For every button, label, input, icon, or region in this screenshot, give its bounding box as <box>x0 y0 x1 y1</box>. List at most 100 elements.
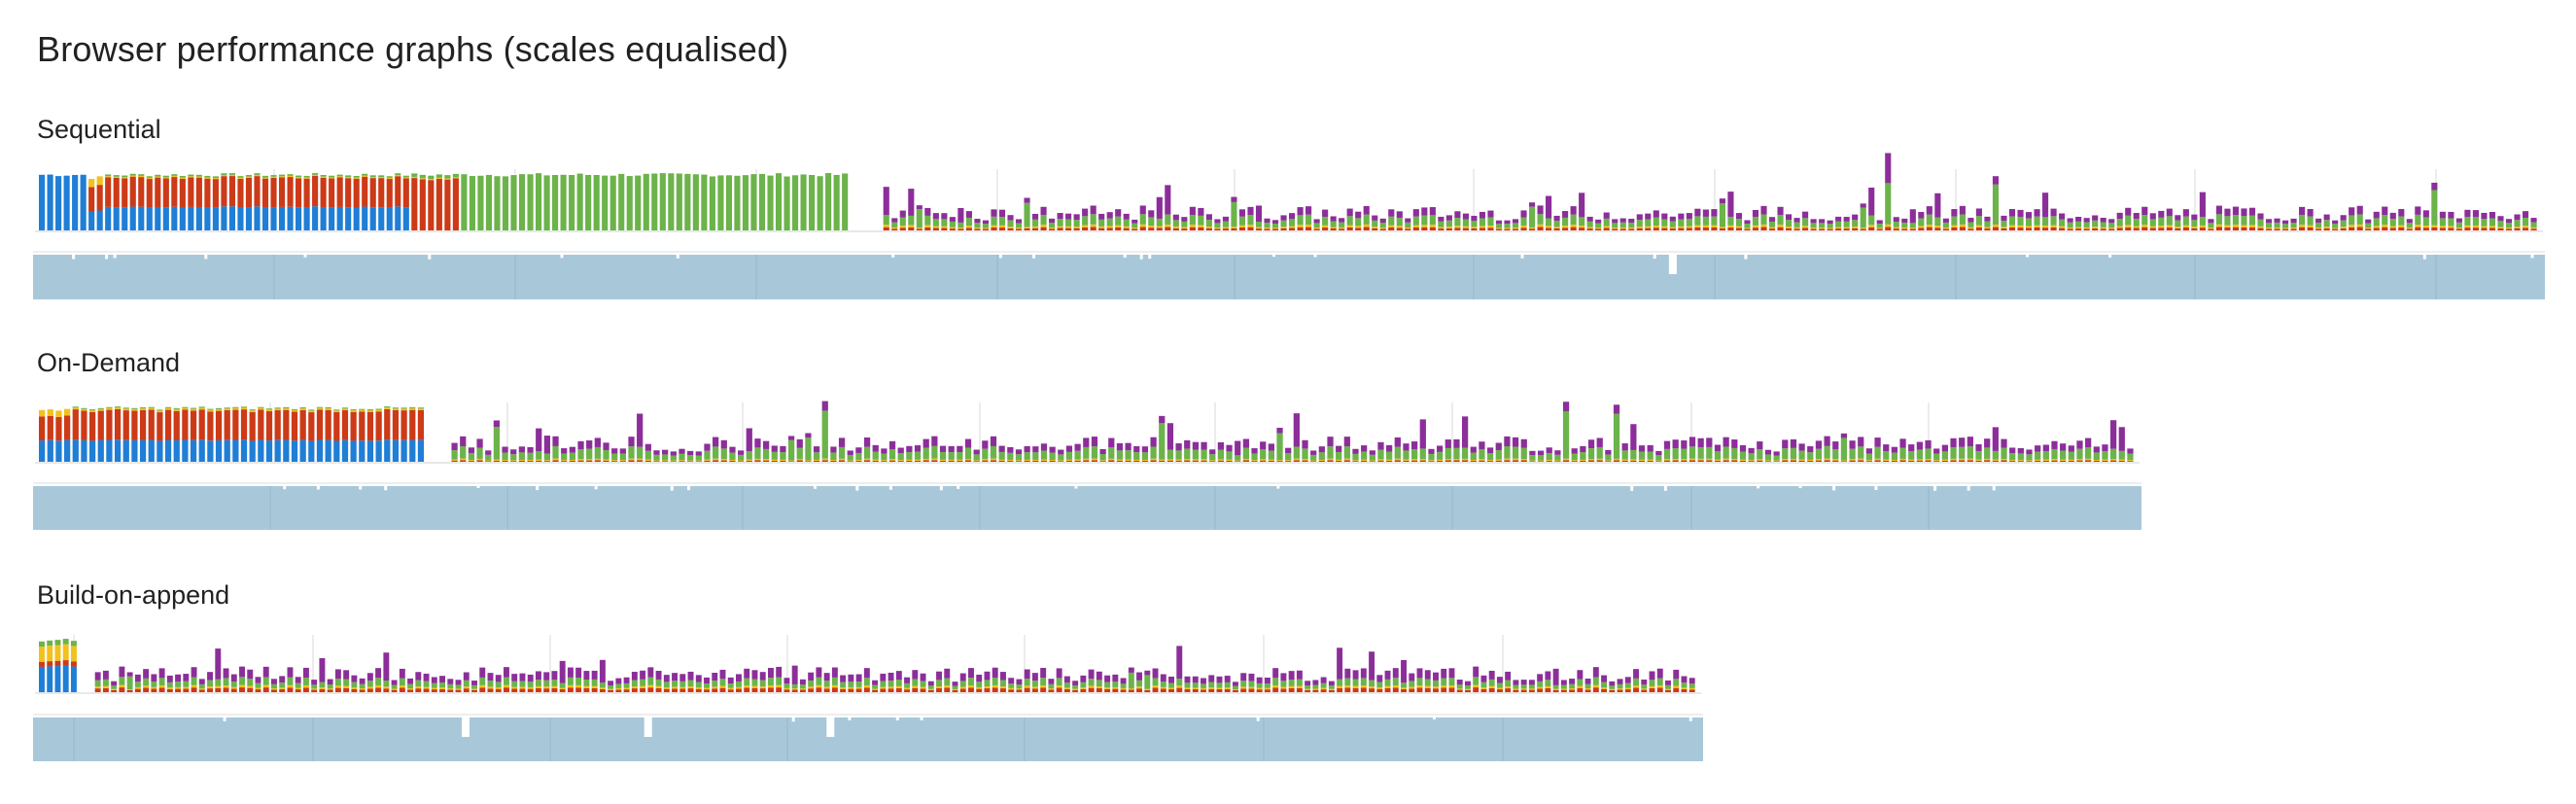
sequential-bar-purple <box>1379 218 1386 224</box>
sequential-bar-yellow <box>1098 226 1105 228</box>
sequential-bar-yellow <box>1007 227 1014 228</box>
build-on-append-bar-purple <box>831 667 838 678</box>
on-demand-bar-green <box>1807 452 1814 460</box>
on-demand-bar-blue <box>409 439 416 462</box>
build-on-append-bar-purple <box>215 648 222 680</box>
sequential-bar-purple <box>1139 205 1146 215</box>
on-demand-bar-green <box>1529 455 1536 461</box>
build-on-append-bar-green <box>39 641 45 647</box>
on-demand-bar-red <box>139 409 147 440</box>
build-on-append-bar-red <box>302 687 309 692</box>
sequential-bar-green <box>2274 222 2280 228</box>
on-demand-bar-green <box>805 437 812 461</box>
on-demand-bar-yellow <box>316 407 324 410</box>
build-on-append-bar-red <box>672 688 679 692</box>
on-demand-bar-green <box>1782 448 1789 460</box>
build-on-append-bar-red <box>143 687 150 692</box>
sequential-bar-red <box>1471 227 1478 230</box>
sequential-bar-purple <box>1057 213 1063 220</box>
build-on-append-bar-purple <box>608 681 614 686</box>
sequential-bar-yellow <box>1255 227 1263 229</box>
sequential-bar-yellow <box>1346 225 1353 227</box>
on-demand-bar-yellow <box>1318 459 1325 461</box>
on-demand-bar-green <box>847 454 853 461</box>
build-on-append-bar-red <box>976 688 983 692</box>
build-on-append-bar-yellow <box>1688 687 1695 690</box>
on-demand-bar-blue <box>39 440 46 462</box>
build-on-append-bar-yellow <box>134 686 141 689</box>
sequential-bar-red <box>1852 227 1859 230</box>
on-demand-bar-green <box>787 439 795 461</box>
sequential-bar-red <box>1189 227 1196 230</box>
sequential-bar-blue <box>122 207 128 230</box>
sequential-bar-purple <box>1412 209 1419 217</box>
build-on-append-bar-purple <box>1208 675 1215 682</box>
build-on-append-bar-green <box>239 677 245 685</box>
sequential-bar-purple <box>1959 205 1966 215</box>
on-demand-bar-purple <box>888 440 896 450</box>
sequential-bar-green <box>602 175 609 230</box>
build-on-append-bar-red <box>968 687 974 692</box>
sequential-bar-red <box>2497 227 2504 230</box>
on-demand-bar-yellow <box>1108 458 1115 461</box>
build-on-append-bar-green <box>1024 679 1030 686</box>
on-demand-bar-yellow <box>72 407 79 410</box>
sequential-bar-green <box>1727 216 1734 226</box>
build-on-append-bar-purple <box>1040 668 1047 679</box>
build-on-append-bar-red <box>567 687 574 692</box>
build-on-append-bar-green <box>527 682 534 687</box>
sequential-fps-band <box>33 251 2545 299</box>
build-on-append-bar-green <box>704 683 710 688</box>
on-demand-bar-yellow <box>948 459 955 461</box>
sequential-bar-red <box>1702 227 1709 230</box>
sequential-bar-red <box>2166 227 2173 230</box>
build-on-append-bar-purple <box>366 673 373 682</box>
build-on-append-bar-green <box>1072 685 1079 689</box>
on-demand-bar-yellow <box>982 459 989 461</box>
sequential-bar-purple <box>1156 196 1163 219</box>
sequential-bar-red <box>362 176 368 207</box>
sequential-bar-yellow <box>1445 227 1452 228</box>
build-on-append-bar-purple <box>1312 680 1319 685</box>
build-on-append-bar-green <box>1505 680 1512 687</box>
sequential-bar-green <box>2001 221 2007 227</box>
sequential-bar-purple <box>2398 208 2405 217</box>
sequential-bar-yellow <box>1429 225 1436 227</box>
build-on-append-bar-red <box>1256 689 1263 692</box>
on-demand-bar-red <box>1984 460 1991 462</box>
on-demand-bar-yellow <box>1706 458 1713 461</box>
build-on-append-bar-yellow <box>1609 688 1616 690</box>
sequential-bar-purple <box>1760 205 1767 215</box>
sequential-bar-red <box>1106 227 1113 230</box>
build-on-append-bar-yellow <box>359 688 366 690</box>
build-on-append-bar-green <box>126 676 133 690</box>
sequential-bar-red <box>1148 227 1155 230</box>
build-on-append-bar-yellow <box>776 684 783 688</box>
sequential-bar-purple <box>2281 220 2289 225</box>
on-demand-bar-yellow <box>863 458 871 461</box>
on-demand-bar-yellow <box>375 409 382 412</box>
on-demand-bar-green <box>215 407 223 409</box>
build-on-append-bar-green <box>1104 682 1111 688</box>
sequential-bar-red <box>2059 227 2066 230</box>
sequential-bar-green <box>1090 214 1097 225</box>
sequential-bar-purple <box>2497 216 2504 222</box>
build-on-append-bar-yellow <box>1184 687 1191 689</box>
sequential-bar-yellow <box>1719 227 1725 228</box>
sequential-bar-yellow <box>2075 227 2082 229</box>
sequential-bar-green <box>1214 223 1221 228</box>
sequential-bar-yellow <box>932 226 939 228</box>
on-demand-fps-band <box>33 482 2141 530</box>
build-on-append-bar-yellow <box>327 688 333 690</box>
on-demand-bar-green <box>392 407 400 409</box>
build-on-append-bar-green <box>695 682 702 688</box>
sequential-bar-yellow <box>924 225 931 227</box>
sequential-bar-red <box>1967 228 1974 230</box>
sequential-bar-green <box>2299 215 2306 226</box>
sequential-bar-red <box>303 178 310 208</box>
sequential-bar-purple <box>1744 220 1751 225</box>
build-on-append-bar-green <box>1352 679 1359 686</box>
sequential-bar-purple <box>1619 218 1626 223</box>
on-demand-bar-purple <box>990 436 997 446</box>
on-demand-bar-yellow <box>1950 458 1957 461</box>
